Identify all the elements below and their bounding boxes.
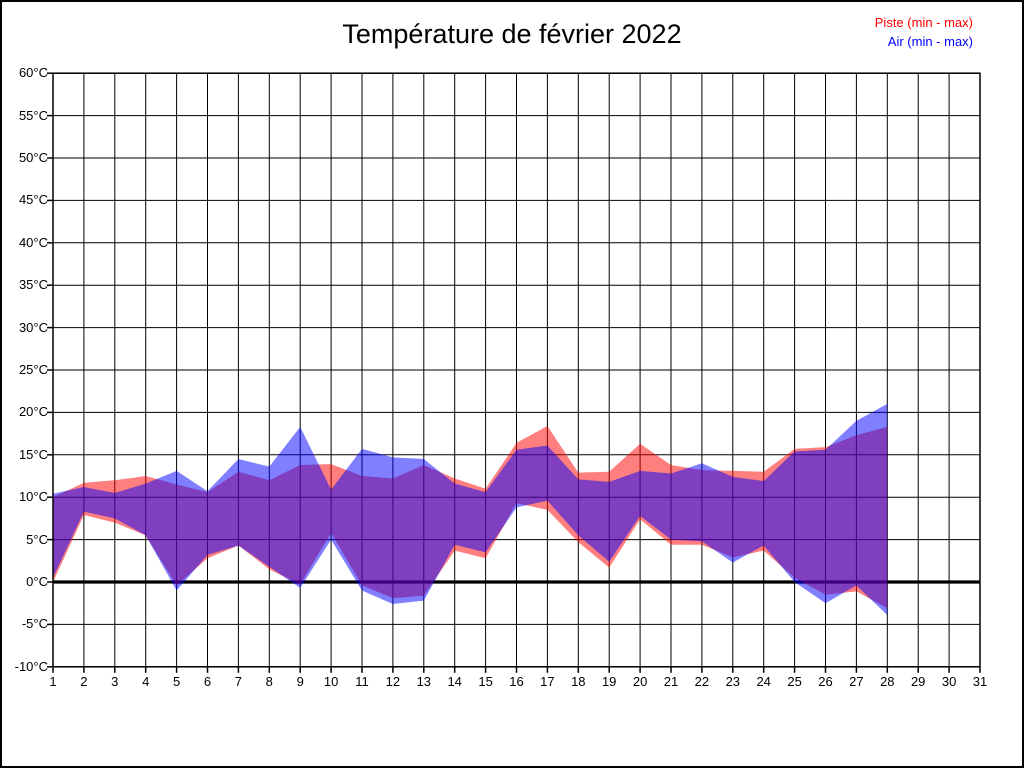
x-tick-label: 2 <box>80 673 88 689</box>
y-tick-label: 50°C <box>18 150 48 165</box>
x-tick-label: 25 <box>787 673 802 689</box>
x-tick-label: 13 <box>416 673 432 689</box>
air-band <box>53 403 888 616</box>
x-tick-label: 11 <box>355 673 369 689</box>
y-tick-label: -5°C <box>21 616 48 632</box>
x-tick-label: 23 <box>725 673 741 689</box>
y-tick-label: 45°C <box>18 192 48 208</box>
x-tick-label: 10 <box>323 673 339 689</box>
x-tick-label: 21 <box>663 673 679 689</box>
x-tick-label: 12 <box>385 673 401 689</box>
y-tick-label: 35°C <box>18 277 48 293</box>
x-tick-label: 29 <box>910 673 926 689</box>
x-tick-label: 18 <box>571 673 586 689</box>
y-tick-label: 5°C <box>26 531 48 547</box>
legend-item-piste: Piste (min - max) <box>874 15 973 30</box>
chart-legend: Piste (min - max) Air (min - max) <box>875 13 973 51</box>
y-tick-label: 60°C <box>18 65 48 81</box>
x-tick-label: 1 <box>49 673 57 689</box>
y-tick-label: 25°C <box>18 362 48 377</box>
y-tick-label: 55°C <box>18 107 48 123</box>
y-tick-label: 30°C <box>18 319 48 335</box>
x-tick-label: 31 <box>972 673 988 689</box>
x-tick-label: 8 <box>265 673 273 689</box>
x-tick-label: 4 <box>142 673 150 689</box>
x-tick-label: 20 <box>632 673 648 689</box>
y-tick-label: 40°C <box>18 234 48 250</box>
x-tick-label: 14 <box>447 673 462 689</box>
y-tick-label: -10°C <box>14 658 48 674</box>
x-tick-label: 17 <box>540 673 555 689</box>
x-tick-label: 7 <box>234 673 242 689</box>
y-tick-label: 15°C <box>18 446 48 462</box>
x-tick-label: 24 <box>756 673 771 689</box>
x-tick-label: 28 <box>880 673 895 689</box>
x-tick-label: 9 <box>296 673 304 689</box>
x-tick-label: 26 <box>818 673 833 689</box>
x-tick-label: 22 <box>694 673 710 689</box>
legend-item-air: Air (min - max) <box>887 34 973 49</box>
x-tick-label: 19 <box>601 673 617 689</box>
x-tick-label: 3 <box>111 673 119 689</box>
x-tick-label: 15 <box>478 673 493 689</box>
x-tick-label: 16 <box>509 673 524 689</box>
x-tick-label: 6 <box>203 673 212 689</box>
chart-title: Température de février 2022 <box>342 19 682 49</box>
y-tick-label: 10°C <box>18 489 48 505</box>
x-tick-label: 5 <box>172 673 181 689</box>
y-tick-label: 0°C <box>26 574 48 589</box>
y-tick-label: 20°C <box>18 404 48 420</box>
x-tick-label: 27 <box>849 673 864 689</box>
x-tick-label: 30 <box>941 673 957 689</box>
